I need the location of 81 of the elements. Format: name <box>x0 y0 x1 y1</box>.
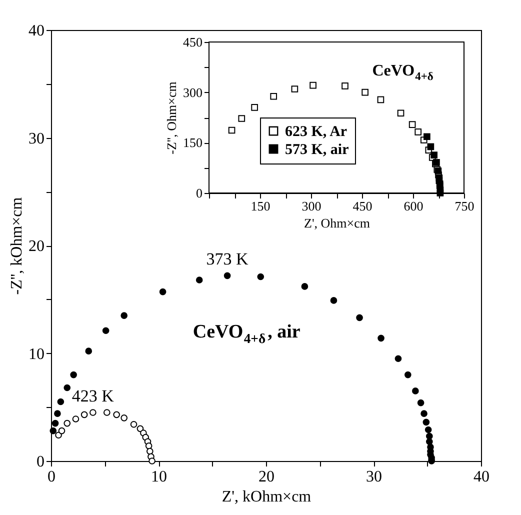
legend-label: 573 K, air <box>285 142 350 158</box>
point <box>159 288 166 296</box>
point <box>120 414 128 422</box>
point <box>196 276 203 284</box>
point <box>430 152 438 158</box>
x-tick-label: 300 <box>302 198 322 214</box>
point <box>64 420 71 427</box>
point <box>103 409 110 416</box>
point <box>238 115 246 122</box>
point <box>270 92 278 100</box>
y-tick-label: 20 <box>28 238 44 255</box>
point <box>436 190 444 196</box>
y-tick-label: 10 <box>28 346 44 363</box>
x-axis-title: Z', Ohm×cm <box>304 216 370 230</box>
point <box>330 297 338 304</box>
point <box>130 420 138 428</box>
x-tick-label: 750 <box>454 198 474 214</box>
point <box>55 432 62 439</box>
point <box>102 327 110 334</box>
point <box>251 104 258 111</box>
point <box>426 432 433 440</box>
series-label: 373 K <box>206 250 250 269</box>
x-tick-label: 40 <box>474 468 490 486</box>
point <box>120 312 128 319</box>
point <box>424 426 432 434</box>
point <box>64 384 71 392</box>
point <box>80 411 88 418</box>
x-tick-label: 10 <box>151 468 167 486</box>
point <box>291 86 298 92</box>
point <box>58 427 66 434</box>
point <box>148 458 156 464</box>
point <box>72 416 80 422</box>
point <box>378 334 384 342</box>
y-tick-label: 40 <box>28 22 44 40</box>
point <box>224 272 231 280</box>
point <box>362 88 368 96</box>
point <box>424 133 430 140</box>
point <box>146 448 154 455</box>
point <box>427 143 434 150</box>
x-tick-label: 450 <box>352 198 372 214</box>
point <box>113 411 120 418</box>
point <box>90 409 96 416</box>
point <box>301 283 308 290</box>
y-tick-label: 0 <box>196 186 202 200</box>
x-tick-label: 20 <box>258 468 274 486</box>
y-axis-title: -Z'', kOhm×cm <box>8 196 26 295</box>
point <box>85 348 92 355</box>
y-tick-label: 150 <box>183 135 202 150</box>
legend-label: 623 K, Ar <box>285 124 348 140</box>
x-tick-label: 30 <box>366 468 382 486</box>
point <box>417 399 424 406</box>
point <box>408 121 416 128</box>
x-tick-label: 150 <box>250 198 270 214</box>
point <box>394 355 402 362</box>
point <box>52 420 59 427</box>
point <box>54 410 61 417</box>
point <box>342 82 348 90</box>
point <box>420 410 428 417</box>
point <box>310 82 316 89</box>
point <box>145 442 152 450</box>
point <box>228 126 236 134</box>
point <box>356 314 363 322</box>
y-tick-label: 300 <box>183 84 202 100</box>
point <box>257 273 264 280</box>
point <box>404 371 412 378</box>
x-tick-label: 600 <box>404 198 424 214</box>
point <box>57 398 64 406</box>
y-axis-title: -Z'', Ohm×cm <box>164 82 179 154</box>
series-label: 423 K <box>72 386 115 406</box>
point <box>412 388 419 394</box>
x-axis-title: Z', kOhm×cm <box>222 488 312 506</box>
point <box>414 128 422 136</box>
point <box>422 418 430 426</box>
x-tick-label: 0 <box>48 468 56 486</box>
y-tick-label: 0 <box>36 454 44 470</box>
point <box>377 96 384 104</box>
y-tick-label: 450 <box>183 34 202 50</box>
point <box>70 371 77 378</box>
y-tick-label: 30 <box>28 130 44 148</box>
point <box>397 110 404 117</box>
point <box>50 427 57 434</box>
